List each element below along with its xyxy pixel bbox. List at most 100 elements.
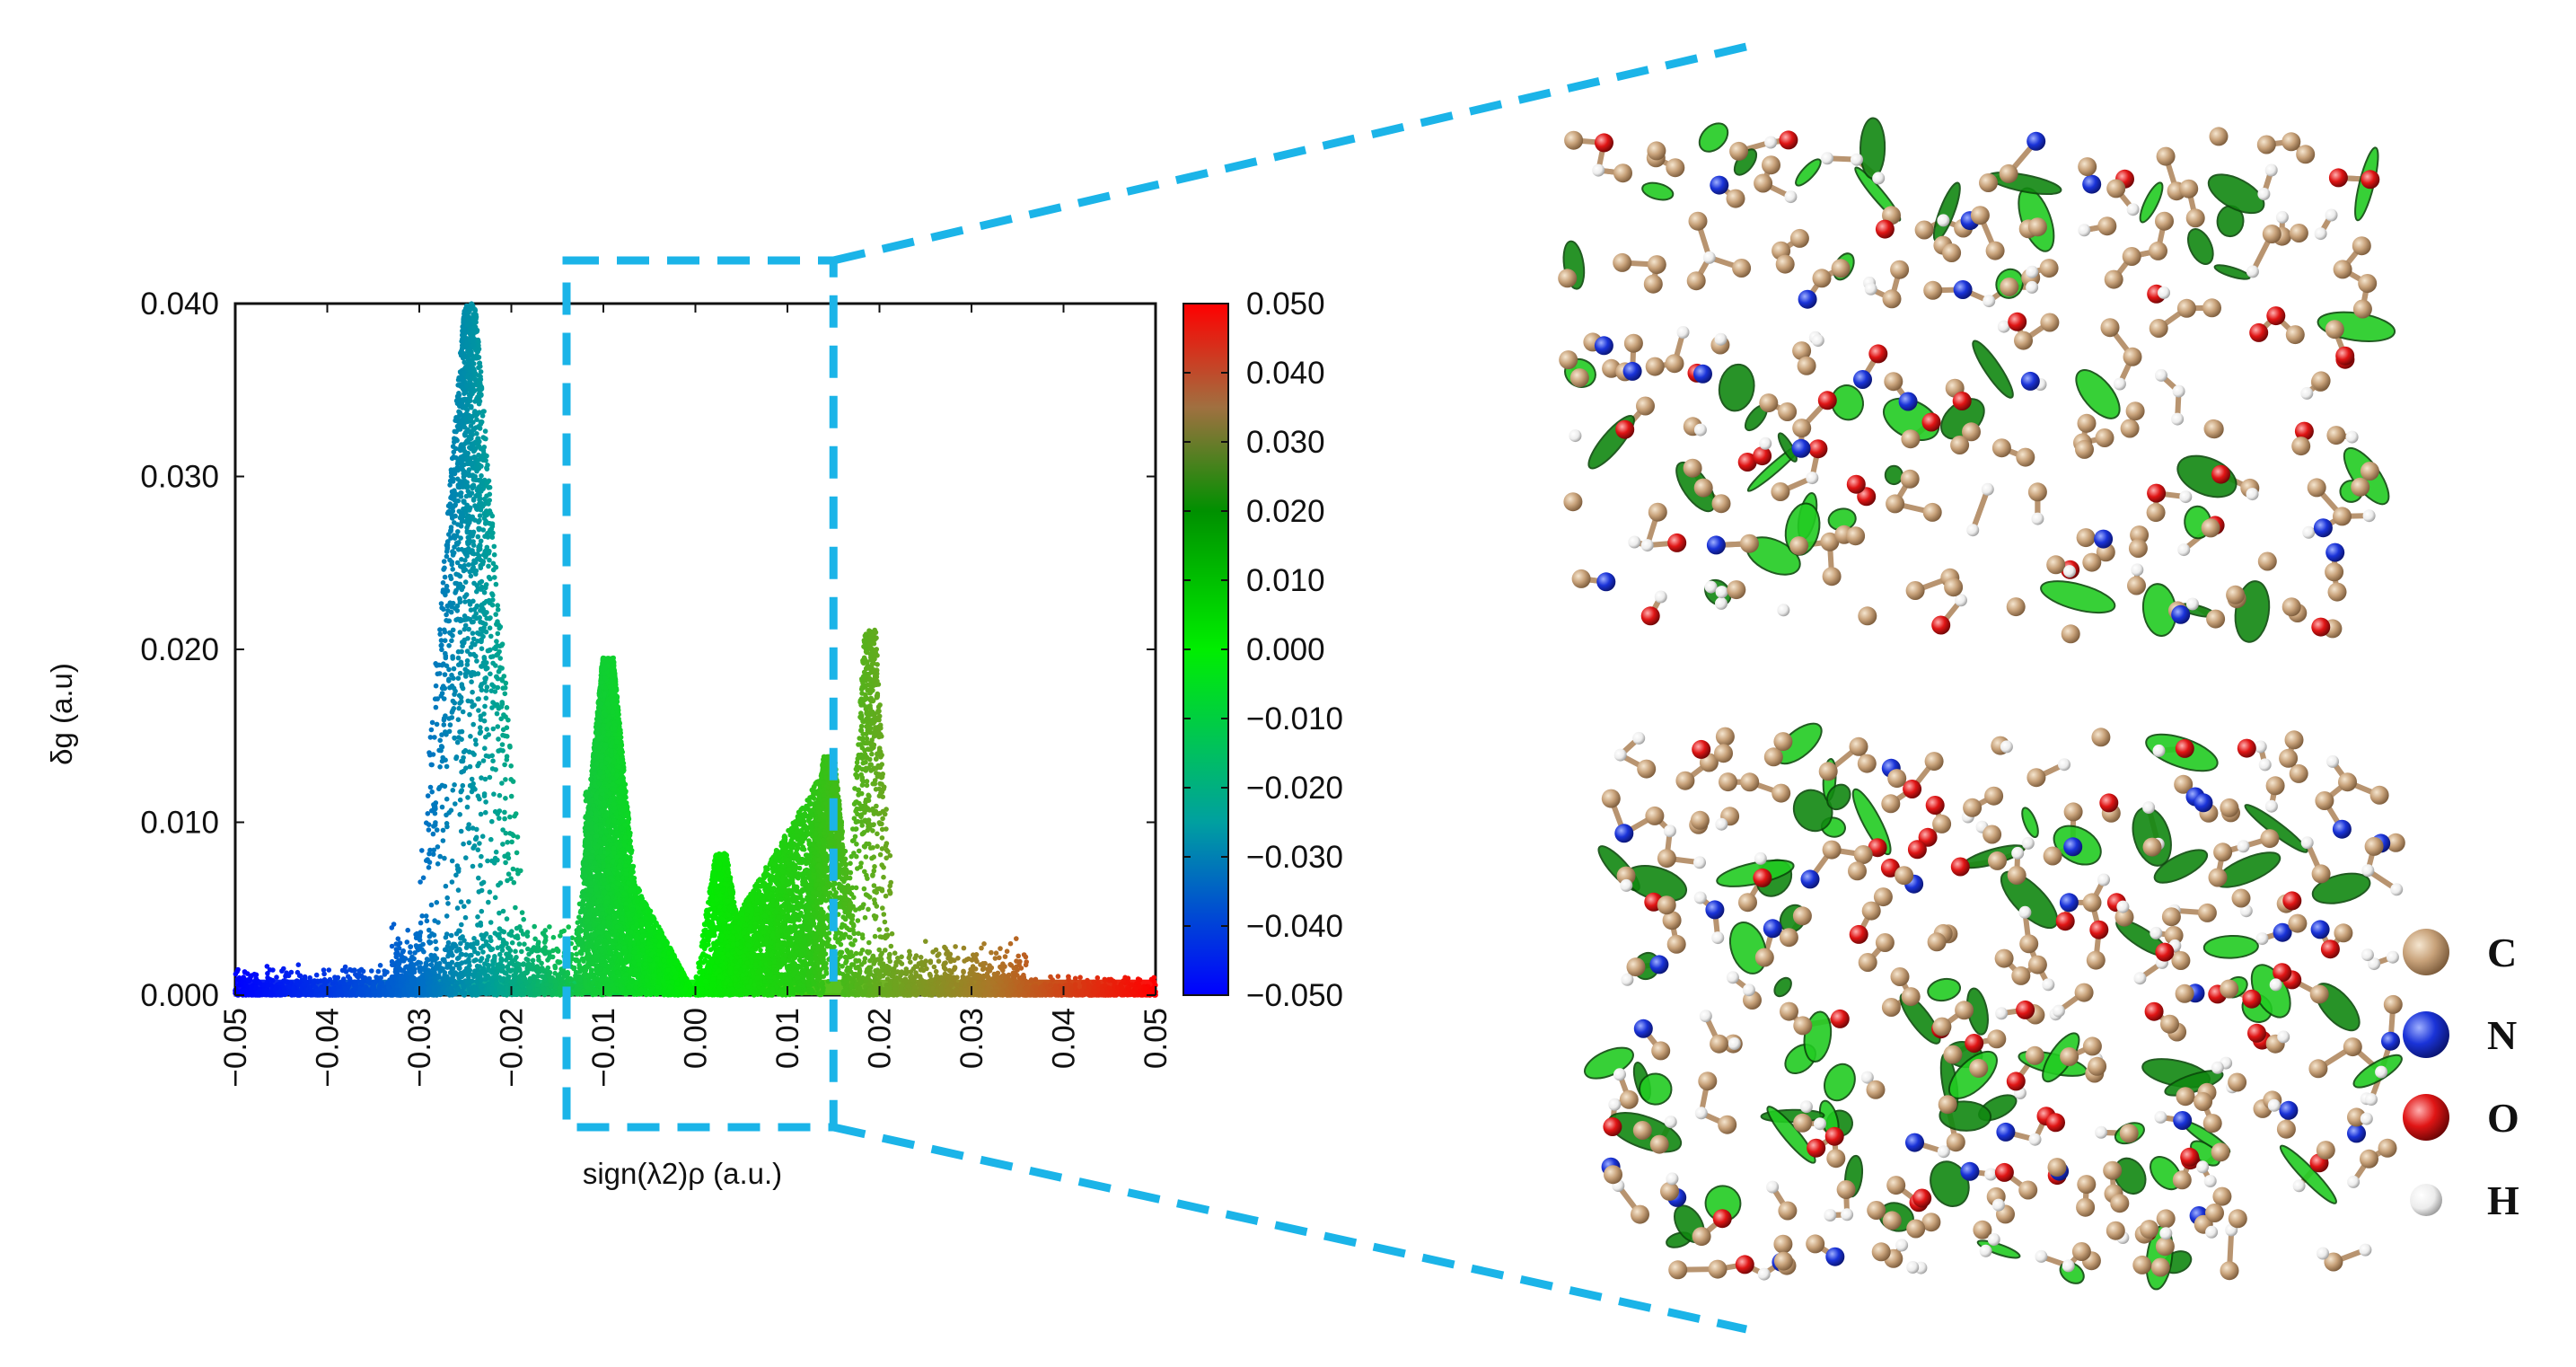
scatter-point — [467, 492, 473, 498]
scatter-point — [475, 671, 481, 676]
scatter-point — [523, 980, 529, 986]
scatter-point — [566, 924, 571, 930]
scatter-point — [482, 961, 488, 966]
scatter-point — [409, 986, 414, 992]
scatter-point — [496, 669, 502, 675]
scatter-point — [451, 503, 457, 509]
scatter-point — [462, 747, 469, 754]
scatter-point — [438, 638, 444, 643]
scatter-point — [434, 956, 440, 961]
scatter-point — [453, 445, 459, 452]
scatter-point — [242, 969, 248, 975]
scatter-point — [462, 326, 468, 331]
scatter-point — [409, 957, 415, 963]
scatter-point — [463, 945, 470, 950]
scatter-point — [278, 989, 284, 995]
scatter-point — [424, 918, 430, 924]
scatter-point — [472, 376, 478, 382]
scatter-point — [459, 442, 464, 447]
scatter-point — [511, 973, 516, 978]
scatter-point — [452, 782, 457, 788]
scatter-point — [530, 966, 536, 972]
scatter-point — [404, 939, 410, 945]
scatter-point — [458, 972, 464, 977]
scatter-point — [470, 539, 476, 544]
scatter-point — [550, 934, 557, 940]
scatter-point — [401, 957, 407, 963]
scatter-point — [502, 809, 507, 816]
scatter-point — [483, 598, 489, 604]
scatter-point — [456, 540, 462, 545]
scatter-point — [418, 879, 423, 885]
scatter-point — [400, 975, 407, 981]
scatter-point — [478, 811, 484, 817]
scatter-point — [295, 962, 302, 967]
scatter-point — [455, 675, 462, 681]
scatter-point — [464, 515, 470, 521]
scatter-point — [445, 608, 451, 613]
scatter-point — [493, 767, 498, 772]
scatter-point — [417, 932, 423, 938]
scatter-point — [470, 689, 475, 695]
scatter-point — [455, 986, 462, 992]
scatter-point — [418, 920, 424, 926]
scatter-point — [497, 792, 503, 798]
scatter-point — [378, 980, 383, 986]
scatter-point — [483, 809, 488, 816]
scatter-point — [455, 547, 462, 552]
scatter-point — [540, 974, 545, 979]
scatter-point — [462, 626, 468, 632]
scatter-point — [457, 397, 463, 402]
scatter-point — [461, 387, 467, 393]
scatter-point — [442, 574, 448, 580]
scatter-point — [251, 971, 258, 977]
scatter-point — [452, 437, 458, 444]
scatter-point — [371, 981, 376, 986]
scatter-point — [444, 943, 451, 949]
scatter-point — [544, 966, 550, 973]
scatter-point — [438, 601, 444, 606]
scatter-point — [474, 348, 479, 354]
scatter-point — [426, 933, 433, 939]
scatter-point — [303, 979, 309, 985]
scatter-point — [448, 932, 454, 939]
scatter-point — [321, 967, 327, 973]
scatter-point — [445, 509, 452, 515]
scatter-point — [453, 418, 459, 424]
scatter-point — [470, 485, 475, 491]
scatter-point — [527, 985, 532, 991]
scatter-point — [462, 333, 467, 340]
scatter-point — [442, 672, 448, 677]
scatter-point — [359, 975, 365, 980]
scatter-point — [501, 712, 506, 718]
scatter-point — [475, 922, 480, 928]
scatter-point — [543, 982, 549, 987]
scatter-point — [454, 956, 461, 961]
scatter-point — [466, 899, 471, 904]
scatter-point — [457, 410, 463, 416]
scatter-point — [453, 590, 458, 595]
scatter-point — [522, 941, 527, 947]
scatter-point — [490, 567, 497, 573]
scatter-point — [473, 957, 479, 963]
scatter-point — [483, 695, 489, 701]
scatter-point — [428, 952, 435, 958]
scatter-point — [438, 744, 444, 749]
scatter-point — [476, 761, 482, 766]
scatter-point — [478, 725, 483, 730]
scatter-point — [472, 836, 479, 842]
scatter-point — [479, 472, 484, 479]
scatter-point — [519, 948, 524, 955]
scatter-point — [507, 814, 513, 820]
scatter-point — [480, 966, 487, 971]
scatter-point — [473, 741, 479, 747]
scatter-point — [504, 976, 510, 983]
scatter-point — [441, 567, 446, 572]
scatter-point — [506, 966, 511, 972]
scatter-point — [400, 967, 407, 974]
scatter-point — [434, 946, 439, 952]
scatter-point — [507, 831, 513, 836]
scatter-point — [457, 948, 462, 953]
scatter-point — [532, 923, 537, 930]
scatter-point — [473, 611, 479, 616]
